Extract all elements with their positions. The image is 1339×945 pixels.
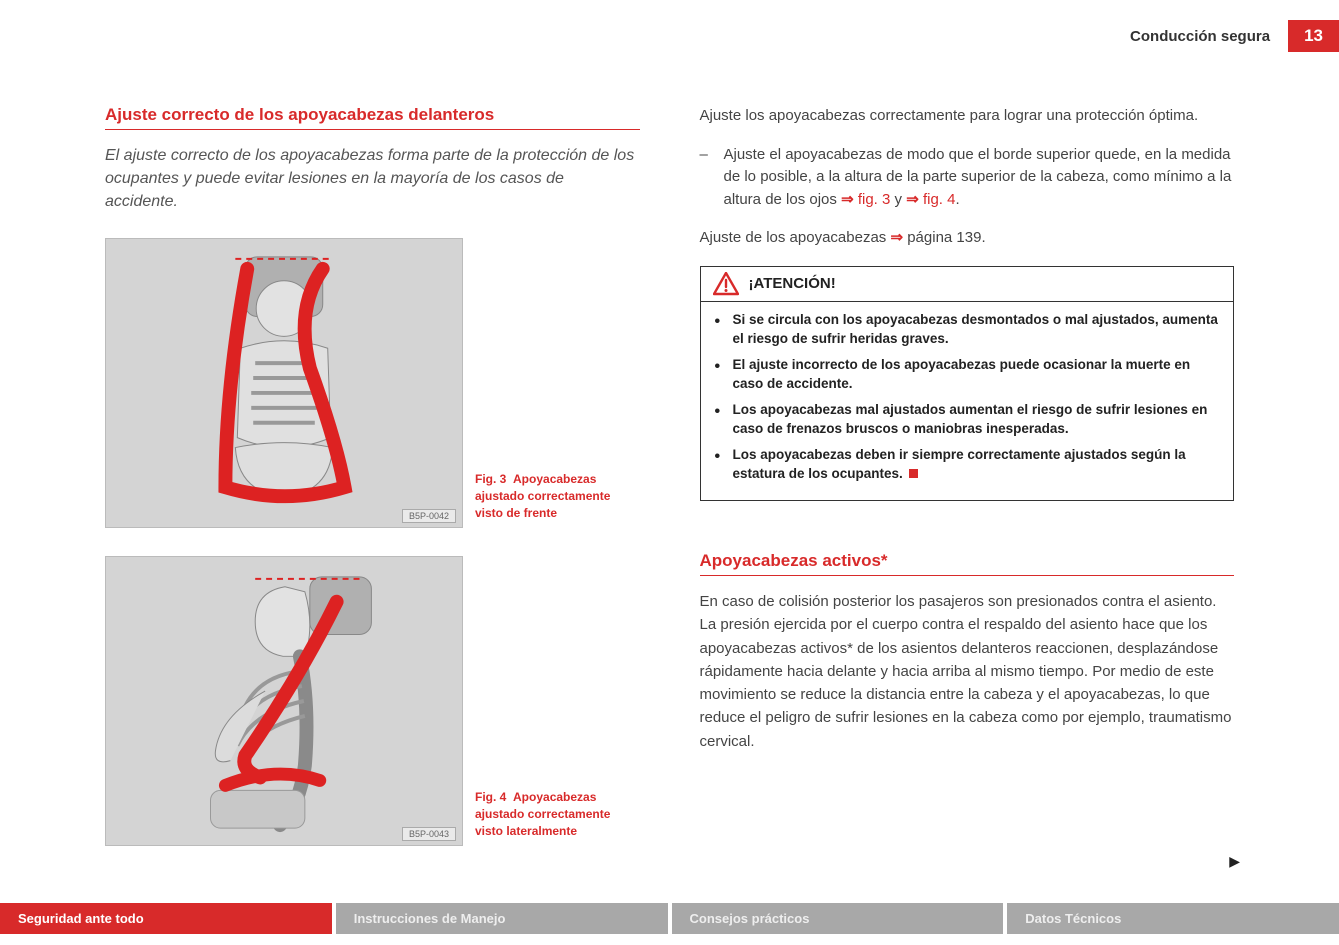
page-number: 13 bbox=[1288, 20, 1339, 52]
content-area: Ajuste correcto de los apoyacabezas dela… bbox=[105, 105, 1234, 874]
bullet-icon: • bbox=[715, 445, 733, 484]
figure-3-caption: Fig. 3 Apoyacabezas ajustado correctamen… bbox=[475, 471, 615, 521]
arrow-icon: ⇒ bbox=[906, 191, 923, 208]
fig3-link[interactable]: fig. 3 bbox=[858, 191, 891, 208]
figure-4-label: Fig. 4 bbox=[475, 790, 506, 804]
right-p1: Ajuste los apoyacabezas correctamente pa… bbox=[700, 105, 1235, 128]
attention-text-1: Si se circula con los apoyacabezas desmo… bbox=[733, 310, 1220, 349]
right-p2: Ajuste de los apoyacabezas ⇒ página 139. bbox=[700, 227, 1235, 250]
tab-datos[interactable]: Datos Técnicos bbox=[1003, 903, 1339, 934]
instruction-text: Ajuste el apoyacabezas de modo que el bo… bbox=[724, 144, 1235, 212]
figure-4-image: B5P-0043 bbox=[105, 556, 463, 846]
figure-3-block: B5P-0042 Fig. 3 Apoyacabezas ajustado co… bbox=[105, 238, 640, 528]
right-column: Ajuste los apoyacabezas correctamente pa… bbox=[700, 105, 1235, 874]
continue-arrow-icon: ▶ bbox=[1229, 853, 1240, 870]
attention-text-4-inner: Los apoyacabezas deben ir siempre correc… bbox=[733, 447, 1186, 482]
right-p2b: página 139. bbox=[903, 229, 986, 246]
left-column: Ajuste correcto de los apoyacabezas dela… bbox=[105, 105, 640, 874]
bullet-icon: • bbox=[715, 400, 733, 439]
instruction-y: y bbox=[890, 191, 906, 208]
section-title-headrest-adjust: Ajuste correcto de los apoyacabezas dela… bbox=[105, 105, 640, 130]
figure-4-block: B5P-0043 Fig. 4 Apoyacabezas ajustado co… bbox=[105, 556, 640, 846]
figure-3-ref: B5P-0042 bbox=[402, 509, 456, 523]
header-section-title: Conducción segura bbox=[1130, 28, 1270, 45]
intro-paragraph: El ajuste correcto de los apoyacabezas f… bbox=[105, 144, 640, 214]
attention-item-1: •Si se circula con los apoyacabezas desm… bbox=[715, 310, 1220, 349]
arrow-icon: ⇒ bbox=[890, 229, 903, 246]
dash-icon: – bbox=[700, 144, 724, 212]
attention-text-3: Los apoyacabezas mal ajustados aumentan … bbox=[733, 400, 1220, 439]
tab-consejos[interactable]: Consejos prácticos bbox=[668, 903, 1004, 934]
attention-body: •Si se circula con los apoyacabezas desm… bbox=[701, 302, 1234, 501]
figure-3-label: Fig. 3 bbox=[475, 472, 506, 486]
figure-3-image: B5P-0042 bbox=[105, 238, 463, 528]
arrow-icon: ⇒ bbox=[841, 191, 858, 208]
figure-4-ref: B5P-0043 bbox=[402, 827, 456, 841]
figure-3-svg bbox=[106, 239, 462, 527]
attention-title: ¡ATENCIÓN! bbox=[749, 275, 836, 292]
attention-header: ¡ATENCIÓN! bbox=[701, 267, 1234, 302]
end-square-icon bbox=[909, 469, 918, 478]
active-headrests-body: En caso de colisión posterior los pasaje… bbox=[700, 590, 1235, 753]
attention-text-2: El ajuste incorrecto de los apoyacabezas… bbox=[733, 355, 1220, 394]
footer-tabs: Seguridad ante todo Instrucciones de Man… bbox=[0, 903, 1339, 934]
section-title-active-headrests: Apoyacabezas activos* bbox=[700, 551, 1235, 576]
attention-item-3: •Los apoyacabezas mal ajustados aumentan… bbox=[715, 400, 1220, 439]
page-header: Conducción segura 13 bbox=[1130, 20, 1339, 52]
bullet-icon: • bbox=[715, 355, 733, 394]
tab-instrucciones[interactable]: Instrucciones de Manejo bbox=[332, 903, 668, 934]
attention-item-2: •El ajuste incorrecto de los apoyacabeza… bbox=[715, 355, 1220, 394]
tab-seguridad[interactable]: Seguridad ante todo bbox=[0, 903, 332, 934]
attention-text-4: Los apoyacabezas deben ir siempre correc… bbox=[733, 445, 1220, 484]
figure-4-caption: Fig. 4 Apoyacabezas ajustado correctamen… bbox=[475, 789, 615, 839]
instruction-text-a: Ajuste el apoyacabezas de modo que el bo… bbox=[724, 146, 1232, 208]
right-p2a: Ajuste de los apoyacabezas bbox=[700, 229, 891, 246]
figure-4-svg bbox=[106, 557, 462, 845]
fig4-link[interactable]: fig. 4 bbox=[923, 191, 956, 208]
attention-item-4: •Los apoyacabezas deben ir siempre corre… bbox=[715, 445, 1220, 484]
warning-triangle-icon bbox=[713, 272, 739, 296]
bullet-icon: • bbox=[715, 310, 733, 349]
attention-box: ¡ATENCIÓN! •Si se circula con los apoyac… bbox=[700, 266, 1235, 502]
instruction-bullet: – Ajuste el apoyacabezas de modo que el … bbox=[700, 144, 1235, 212]
